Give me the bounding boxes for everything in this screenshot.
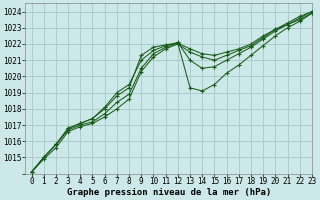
X-axis label: Graphe pression niveau de la mer (hPa): Graphe pression niveau de la mer (hPa)	[67, 188, 271, 197]
